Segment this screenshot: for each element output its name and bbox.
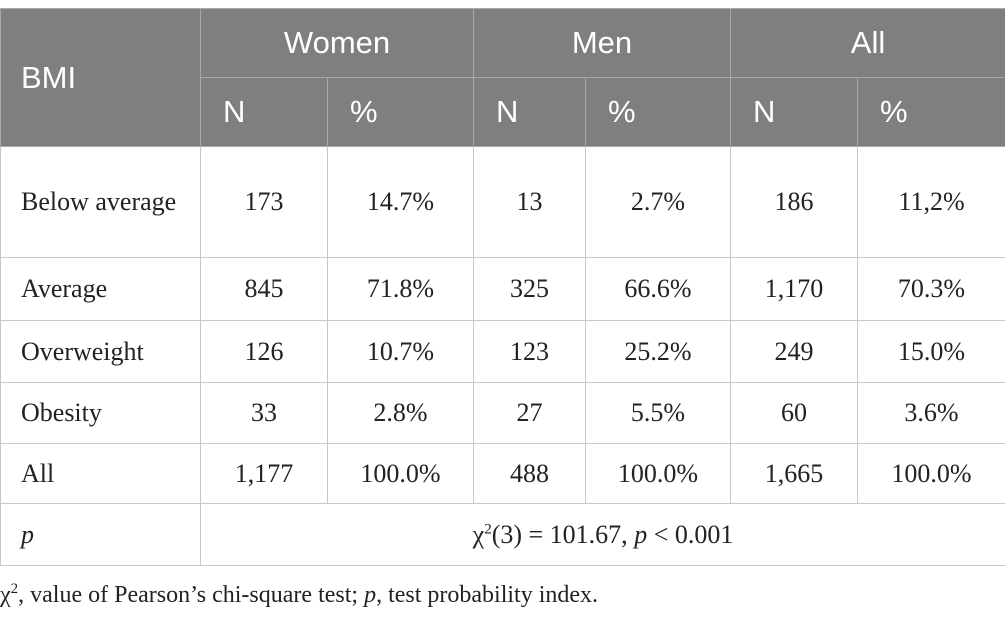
p-row: p χ2(3) = 101.67, p < 0.001 [0,503,1005,566]
subheader-cell: % [585,77,731,147]
subheader-cell: N [730,77,858,147]
data-row: Average 845 71.8% 325 66.6% 1,170 70.3% [0,257,1005,321]
header-cell: Men [473,8,731,78]
data-cell: 100.0% [856,443,1005,504]
data-cell: 2.7% [585,146,731,258]
data-cell: 186 [730,146,858,258]
data-cell: 10.7% [327,320,474,383]
text-part: χ [472,519,485,549]
data-cell: 1,170 [730,257,858,321]
data-cell: 3.6% [856,382,1005,444]
data-cell: 15.0% [856,320,1005,383]
data-cell: 123 [473,320,586,383]
data-cell: 1,177 [200,443,328,504]
data-row: All 1,177 100.0% 488 100.0% 1,665 100.0% [0,443,1005,504]
data-row: Obesity 33 2.8% 27 5.5% 60 3.6% [0,382,1005,444]
bmi-table: BMI Women Men All N% N% N% Below average 173 14.7… [0,8,1005,566]
header-cell: BMI [0,8,201,147]
data-cell: 845 [200,257,328,321]
data-cell: 325 [473,257,586,321]
data-cell: 1,665 [730,443,858,504]
data-cell: 66.6% [585,257,731,321]
subheader-cell: N [200,77,328,147]
data-cell: 100.0% [327,443,474,504]
header-row: BMI Women Men All [0,8,1005,147]
table-body: BMI Women Men All N% N% N% Below average 173 14.7… [0,8,1005,566]
row-label: Average [0,257,201,321]
footnote: χ2, value of Pearson’s chi-square test; … [0,581,598,609]
row-label: p [0,503,201,566]
data-cell: 33 [200,382,328,444]
data-cell: 488 [473,443,586,504]
text-part: , value of Pearson’s chi-square test; [18,582,365,608]
p-value-cell: χ2(3) = 101.67, p < 0.001 [199,503,1005,566]
data-cell: 126 [200,320,328,383]
row-label: All [0,443,201,504]
subheader-cell: % [856,77,1005,147]
row-label: Overweight [0,320,201,383]
row-label: Obesity [0,382,201,444]
data-cell: 25.2% [585,320,731,383]
data-row: Overweight 126 10.7% 123 25.2% 249 15.0% [0,320,1005,383]
text-part: 2 [10,581,19,597]
text-part: < 0.001 [647,519,734,549]
text-part: 2 [484,520,492,537]
subheader-row: N% N% N% [1,77,1005,147]
header-cell: Women [200,8,474,78]
data-cell: 5.5% [585,382,731,444]
data-cell: 70.3% [856,257,1005,321]
data-cell: 60 [730,382,858,444]
header-cell: All [729,8,1005,78]
data-cell: 249 [730,320,858,383]
text-part: χ [0,582,11,608]
text-part: , test probability index. [376,582,599,608]
subheader-cell: % [327,77,474,147]
subheader-cell: N [473,77,586,147]
text-part: p [364,582,377,608]
row-label: Below average [0,146,201,258]
data-cell: 13 [473,146,586,258]
data-row: Below average 173 14.7% 13 2.7% 186 11,2% [0,146,1005,258]
text-part: p [634,519,648,549]
data-cell: 71.8% [327,257,474,321]
data-cell: 14.7% [327,146,474,258]
data-cell: 2.8% [327,382,474,444]
data-cell: 173 [200,146,328,258]
text-part: (3) = 101.67, [491,519,635,549]
data-cell: 27 [473,382,586,444]
data-cell: 100.0% [585,443,731,504]
data-cell: 11,2% [856,146,1005,258]
